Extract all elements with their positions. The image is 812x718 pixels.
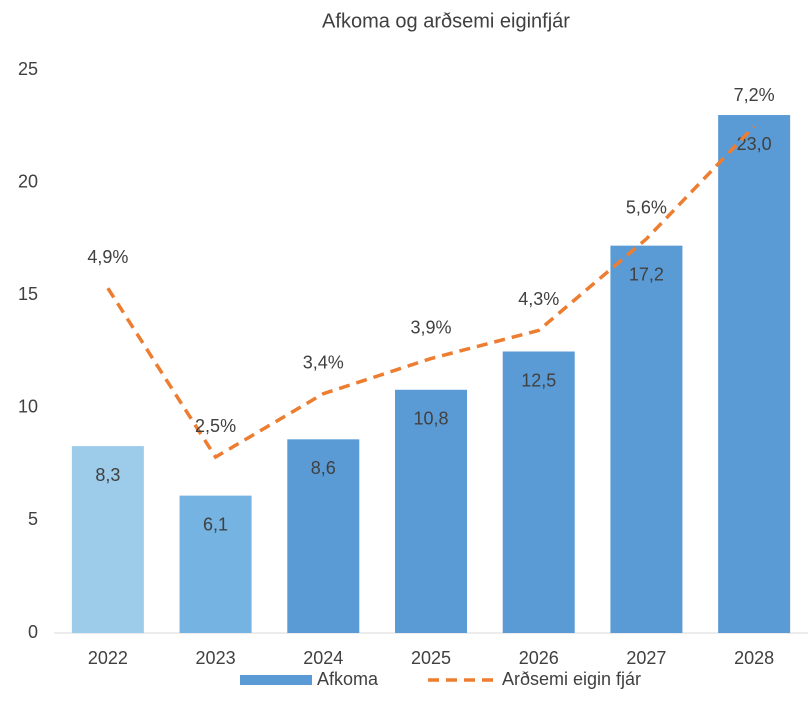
- x-tick-label: 2027: [626, 648, 666, 668]
- bar: [395, 389, 467, 633]
- x-tick-label: 2023: [196, 648, 236, 668]
- bar: [71, 446, 144, 633]
- chart-title: Afkoma og arðsemi eiginfjár: [322, 10, 570, 32]
- x-tick-label: 2028: [734, 648, 774, 668]
- line-value-label: 3,9%: [410, 317, 451, 337]
- bar: [287, 439, 360, 633]
- y-tick-label: 5: [28, 509, 38, 529]
- y-tick-label: 20: [18, 171, 38, 191]
- line-value-label: 7,2%: [734, 85, 775, 105]
- line-value-label: 3,4%: [303, 352, 344, 372]
- bar-value-label: 10,8: [413, 409, 448, 429]
- bar-value-label: 23,0: [737, 134, 772, 154]
- legend-label: Afkoma: [317, 669, 379, 689]
- bar: [718, 115, 791, 634]
- bar-value-label: 8,3: [95, 465, 120, 485]
- bar-value-label: 12,5: [521, 370, 556, 390]
- legend-swatch: [240, 675, 312, 685]
- line-value-label: 5,6%: [626, 198, 667, 218]
- x-tick-label: 2026: [519, 648, 559, 668]
- line-value-label: 4,3%: [518, 289, 559, 309]
- y-tick-label: 25: [18, 59, 38, 79]
- bar: [610, 245, 683, 633]
- x-tick-label: 2025: [411, 648, 451, 668]
- y-tick-label: 15: [18, 284, 38, 304]
- line-value-label: 2,5%: [195, 416, 236, 436]
- x-tick-label: 2024: [303, 648, 343, 668]
- y-tick-label: 10: [18, 397, 38, 417]
- bar-value-label: 6,1: [203, 514, 228, 534]
- bar-value-label: 17,2: [629, 264, 664, 284]
- bar: [179, 495, 252, 633]
- legend-label: Arðsemi eigin fjár: [502, 669, 641, 689]
- bar-value-label: 8,6: [311, 458, 336, 478]
- x-tick-label: 2022: [88, 648, 128, 668]
- line-value-label: 4,9%: [87, 247, 128, 267]
- y-tick-label: 0: [28, 622, 38, 642]
- bar: [502, 351, 575, 633]
- line: [106, 125, 756, 460]
